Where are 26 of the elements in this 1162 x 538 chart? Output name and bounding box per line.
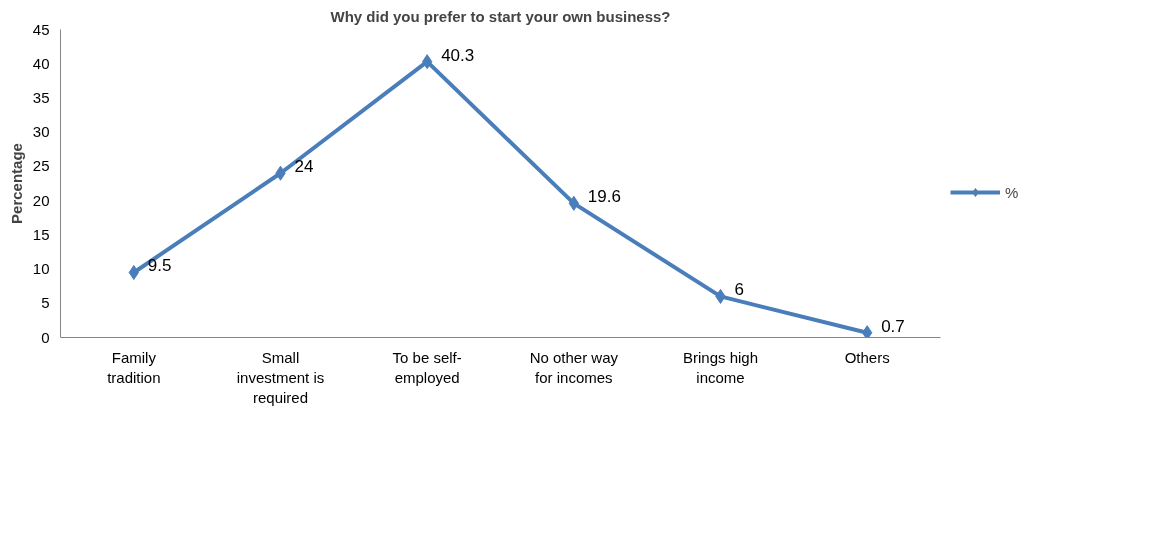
data-label: 40.3 <box>441 45 475 65</box>
x-tick-label: Brings high income <box>682 348 759 386</box>
data-label: 24 <box>294 157 314 177</box>
x-tick-label: No other way for incomes <box>529 348 619 386</box>
x-tick-label: To be self-employed <box>392 348 462 386</box>
y-tick-label: 5 <box>41 294 50 312</box>
legend-label: % <box>1005 183 1019 201</box>
x-tick-label: Others <box>844 348 890 366</box>
y-tick-label: 40 <box>32 54 50 72</box>
data-label: 19.6 <box>587 187 621 207</box>
y-tick-label: 45 <box>32 20 50 38</box>
y-axis-title: Percentage <box>7 143 25 224</box>
x-tick-label: Small investment is required <box>236 348 325 407</box>
y-tick-label: 20 <box>32 191 50 209</box>
y-tick-label: 30 <box>32 123 50 141</box>
point <box>862 325 873 338</box>
data-label: 6 <box>734 280 744 300</box>
data-label: 0.7 <box>881 316 905 336</box>
y-tick-label: 10 <box>32 260 50 278</box>
x-tick-label: Family tradition <box>107 348 161 386</box>
chart-title: Why did you prefer to start your own business? <box>330 7 671 25</box>
data-label: 9.5 <box>147 256 172 276</box>
y-tick-label: 25 <box>32 157 50 175</box>
y-tick-label: 35 <box>32 88 50 106</box>
y-tick-label: 0 <box>41 328 50 346</box>
y-tick-label: 15 <box>32 225 50 243</box>
